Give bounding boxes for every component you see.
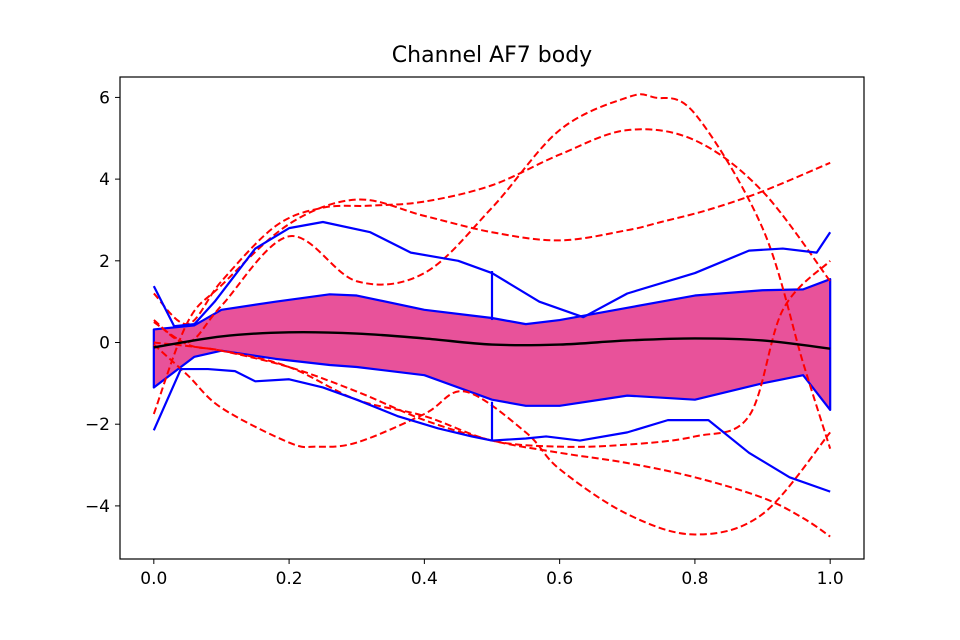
x-tick-label: 0.6 (546, 569, 573, 589)
outlier-curve-3 (153, 93, 832, 450)
y-tick-label: 6 (99, 88, 110, 108)
y-tick-label: −4 (85, 497, 110, 517)
whisker-line-2 (152, 367, 831, 493)
y-tick-label: 4 (99, 170, 110, 190)
whisker-line-1 (152, 220, 832, 328)
axes: 0.0 0.2 0.4 0.6 0.8 1.0 −4 −2 0 2 4 6 (85, 88, 844, 589)
x-tick-label: 0.4 (411, 569, 438, 589)
plot-area (152, 93, 832, 538)
y-tick-label: 0 (99, 334, 110, 354)
y-tick-label: −2 (85, 415, 110, 435)
median-curve (153, 330, 831, 350)
y-tick-label: 2 (99, 252, 110, 272)
outlier-curve-1 (153, 128, 831, 326)
chart-title: Channel AF7 body (392, 43, 592, 68)
x-tick-label: 0.0 (140, 569, 167, 589)
plot-frame (119, 76, 865, 560)
outlier-curve-5 (153, 343, 831, 536)
outlier-curve-2 (152, 161, 831, 415)
x-tick-label: 0.8 (681, 569, 708, 589)
x-tick-label: 0.2 (276, 569, 303, 589)
x-tick-label: 1.0 (817, 569, 844, 589)
